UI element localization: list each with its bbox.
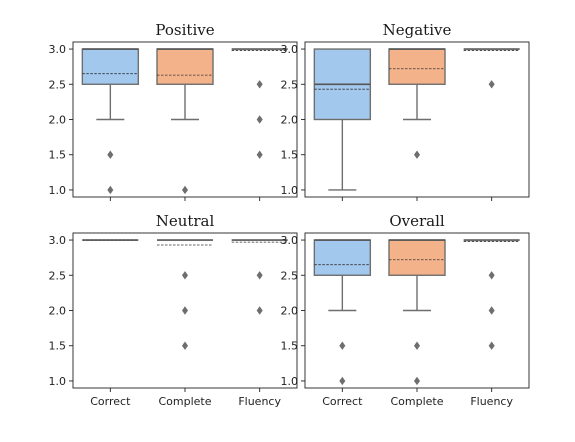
outlier-point — [256, 271, 263, 280]
outlier-point — [107, 185, 114, 195]
x-axis — [341, 197, 493, 201]
outlier-point — [181, 185, 189, 195]
y-tick-label: 3.0 — [49, 43, 67, 56]
box-complete — [388, 48, 446, 159]
outlier-point — [488, 306, 495, 315]
y-tick-label: 3.0 — [49, 234, 67, 247]
box-body — [388, 48, 446, 85]
panel-positive: Positive 1.0 1.5 2.0 2.5 3.0 — [49, 21, 298, 201]
x-tick-label: Correct — [90, 395, 131, 408]
x-tick-label: Fluency — [470, 395, 513, 408]
box-complete — [156, 48, 214, 195]
box-body — [388, 239, 446, 276]
box-complete — [388, 239, 446, 386]
y-axis: 1.0 1.5 2.0 2.5 3.0 — [49, 43, 73, 197]
y-tick-label: 2.5 — [281, 269, 299, 282]
outlier-point — [107, 150, 114, 159]
box-marks — [82, 239, 288, 350]
x-axis: Correct Complete Fluency — [90, 388, 281, 408]
box-body — [156, 48, 214, 85]
box-marks — [81, 48, 288, 195]
panel-title: Positive — [155, 21, 214, 39]
y-tick-label: 1.5 — [281, 149, 299, 162]
box-correct — [81, 48, 140, 195]
box-marks — [313, 48, 520, 191]
box-correct — [313, 239, 372, 386]
x-tick-label: Correct — [322, 395, 363, 408]
y-tick-label: 2.0 — [281, 305, 299, 318]
outlier-point — [339, 341, 346, 350]
box-marks — [313, 239, 520, 386]
x-axis — [109, 197, 261, 201]
outlier-point — [181, 341, 189, 350]
box-body — [81, 48, 140, 85]
x-tick-label: Complete — [390, 395, 443, 408]
panel-negative: Negative 1.0 1.5 2.0 2.5 3.0 — [281, 21, 530, 201]
box-complete — [157, 239, 213, 350]
y-tick-label: 2.5 — [49, 78, 67, 91]
y-tick-label: 1.0 — [281, 375, 299, 388]
y-tick-label: 3.0 — [281, 234, 299, 247]
y-axis: 1.0 1.5 2.0 2.5 3.0 — [281, 234, 305, 388]
y-tick-label: 2.5 — [281, 78, 299, 91]
outlier-point — [339, 376, 346, 386]
y-tick-label: 3.0 — [281, 43, 299, 56]
y-axis: 1.0 1.5 2.0 2.5 3.0 — [281, 43, 305, 197]
panel-overall: Overall 1.0 1.5 2.0 2.5 3.0 Correct Comp… — [281, 212, 530, 408]
y-tick-label: 1.5 — [49, 149, 67, 162]
y-tick-label: 1.5 — [49, 340, 67, 353]
y-tick-label: 2.0 — [49, 114, 67, 127]
y-tick-label: 2.0 — [281, 114, 299, 127]
outlier-point — [256, 115, 263, 124]
outlier-point — [488, 271, 495, 280]
box-fluency — [231, 48, 288, 159]
box-correct — [313, 48, 372, 191]
outlier-point — [413, 341, 421, 350]
y-tick-label: 1.0 — [49, 184, 67, 197]
y-tick-label: 1.0 — [281, 184, 299, 197]
panel-title: Overall — [389, 212, 445, 230]
box-body — [313, 239, 372, 276]
outlier-point — [256, 150, 263, 159]
box-fluency — [231, 239, 288, 315]
panel-title: Neutral — [156, 212, 215, 230]
x-tick-label: Fluency — [238, 395, 281, 408]
panel-neutral: Neutral 1.0 1.5 2.0 2.5 3.0 Correct Comp… — [49, 212, 298, 408]
y-tick-label: 2.5 — [49, 269, 67, 282]
y-tick-label: 2.0 — [49, 305, 67, 318]
outlier-point — [488, 80, 495, 89]
y-tick-label: 1.0 — [49, 375, 67, 388]
outlier-point — [488, 341, 495, 350]
outlier-point — [181, 271, 189, 280]
box-fluency — [463, 239, 520, 350]
outlier-point — [181, 306, 189, 315]
outlier-point — [413, 376, 421, 386]
panel-title: Negative — [383, 21, 452, 39]
box-fluency — [463, 48, 520, 89]
y-axis: 1.0 1.5 2.0 2.5 3.0 — [49, 234, 73, 388]
y-tick-label: 1.5 — [281, 340, 299, 353]
outlier-point — [413, 150, 421, 159]
outlier-point — [256, 80, 263, 89]
x-tick-label: Complete — [158, 395, 211, 408]
outlier-point — [256, 306, 263, 315]
x-axis: Correct Complete Fluency — [322, 388, 513, 408]
